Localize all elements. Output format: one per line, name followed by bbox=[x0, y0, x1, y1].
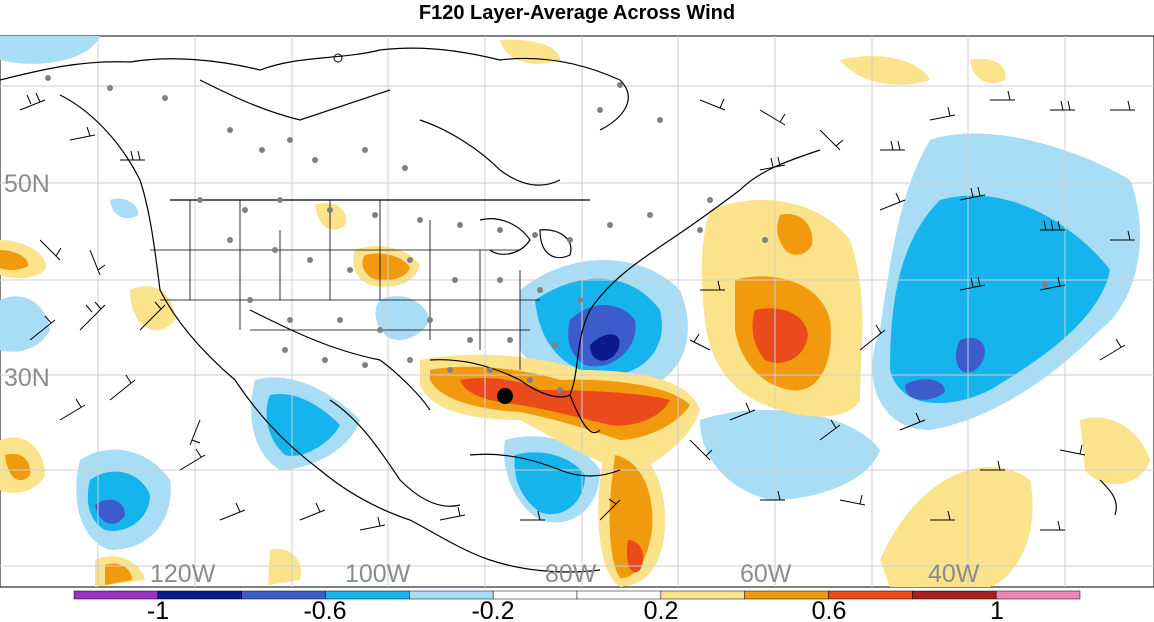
lat-label-50n: 50N bbox=[4, 170, 50, 198]
colorbar-tick-label: 1 bbox=[990, 597, 1004, 622]
colorbar-tick-label: -0.6 bbox=[303, 597, 346, 622]
latitude-labels: 50N 30N bbox=[4, 170, 50, 392]
storm-location-marker bbox=[497, 388, 513, 404]
colorbar-tick-label: 0.2 bbox=[644, 597, 679, 622]
colorbar-tick-labels: -1 -0.6 -0.2 0.2 0.6 1 bbox=[147, 597, 1004, 622]
shaded-field bbox=[0, 36, 1150, 587]
colorbar-swatch bbox=[157, 590, 242, 600]
lon-label-100w: 100W bbox=[345, 560, 411, 588]
colorbar-swatch bbox=[73, 590, 159, 600]
station-markers bbox=[45, 75, 1048, 393]
lon-label-120w: 120W bbox=[150, 560, 216, 588]
lon-label-60w: 60W bbox=[740, 560, 792, 588]
lon-label-80w: 80W bbox=[545, 560, 597, 588]
colorbar-tick-label: -1 bbox=[147, 597, 169, 622]
colorbar bbox=[73, 590, 1081, 600]
colorbar-swatch bbox=[995, 590, 1081, 600]
coastlines bbox=[0, 47, 1117, 573]
wind-barbs bbox=[19, 90, 1135, 531]
state-borders bbox=[150, 200, 540, 370]
lat-label-30n: 30N bbox=[4, 364, 50, 392]
colorbar-swatch bbox=[912, 590, 997, 600]
colorbar-tick-label: 0.6 bbox=[812, 597, 847, 622]
map-title: F120 Layer-Average Across Wind bbox=[418, 2, 736, 24]
lon-label-40w: 40W bbox=[928, 560, 980, 588]
graticule bbox=[0, 36, 1154, 587]
open-circle-marker bbox=[333, 53, 343, 63]
longitude-labels: 120W 100W 80W 60W 40W bbox=[150, 560, 980, 588]
colorbar-tick-label: -0.2 bbox=[471, 597, 514, 622]
